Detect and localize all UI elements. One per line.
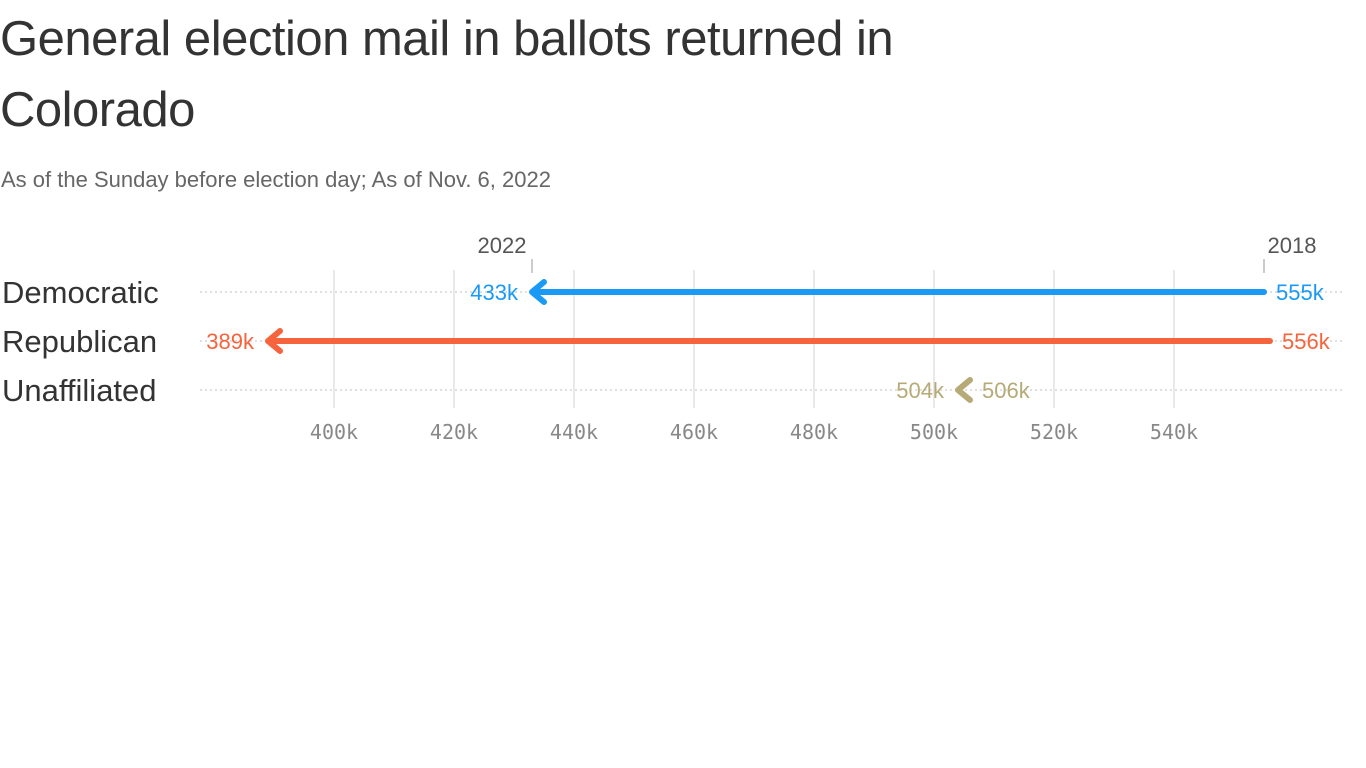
value-label-2018: 556k bbox=[1282, 329, 1331, 354]
value-label-2022: 433k bbox=[470, 280, 519, 305]
x-tick-label: 420k bbox=[430, 420, 478, 444]
arrow-head bbox=[529, 279, 547, 305]
x-tick-label: 400k bbox=[310, 420, 358, 444]
x-tick-label: 460k bbox=[670, 420, 718, 444]
x-tick-label: 520k bbox=[1030, 420, 1078, 444]
x-tick-label: 480k bbox=[790, 420, 838, 444]
arrow-head bbox=[265, 328, 283, 354]
chart-title: General election mail in ballots returne… bbox=[0, 12, 894, 137]
x-tick-label: 440k bbox=[550, 420, 598, 444]
chart-subtitle: As of the Sunday before election day; As… bbox=[1, 167, 551, 192]
value-label-2022: 389k bbox=[206, 329, 255, 354]
category-label: Unaffiliated bbox=[2, 373, 157, 408]
value-label-2018: 506k bbox=[982, 378, 1031, 403]
x-tick-label: 500k bbox=[910, 420, 958, 444]
year-label-start: 2018 bbox=[1268, 233, 1317, 258]
year-label-end: 2022 bbox=[478, 233, 527, 258]
x-tick-label: 540k bbox=[1150, 420, 1198, 444]
category-label: Democratic bbox=[2, 275, 159, 310]
category-label: Republican bbox=[2, 324, 157, 359]
value-label-2018: 555k bbox=[1276, 280, 1325, 305]
value-label-2022: 504k bbox=[896, 378, 945, 403]
arrow-head bbox=[955, 377, 973, 403]
